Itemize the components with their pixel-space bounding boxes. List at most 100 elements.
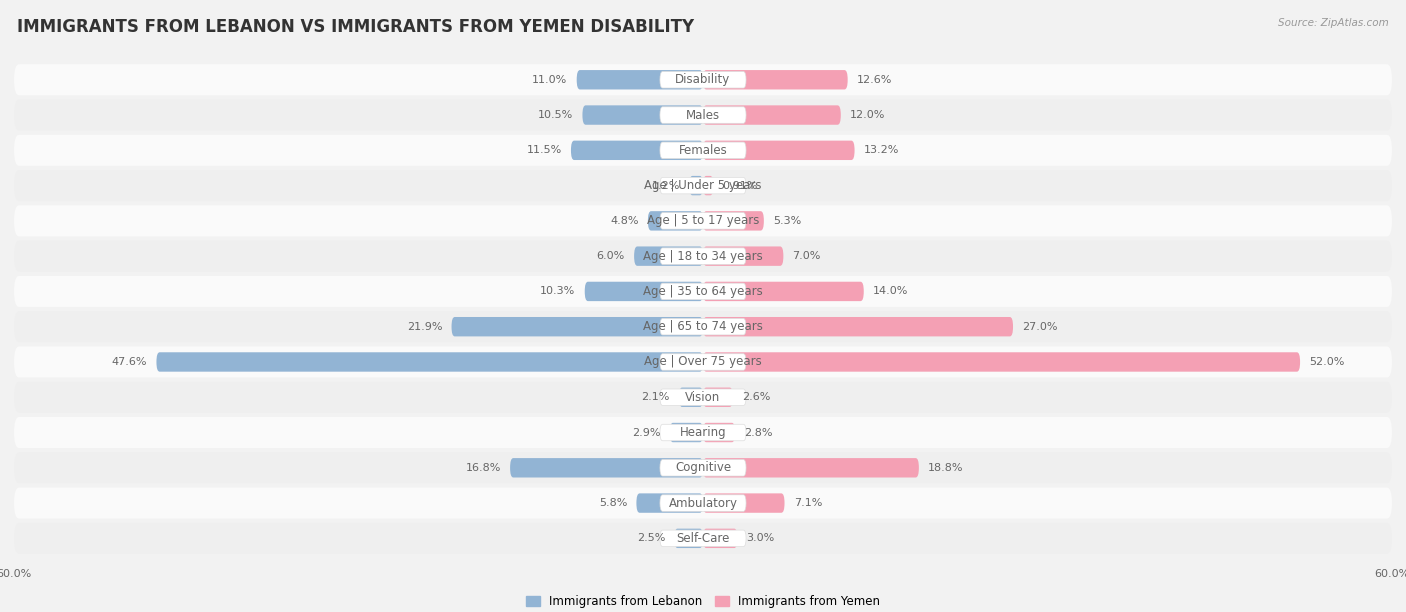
Text: 3.0%: 3.0% xyxy=(747,533,775,543)
FancyBboxPatch shape xyxy=(14,100,1392,130)
FancyBboxPatch shape xyxy=(582,105,703,125)
FancyBboxPatch shape xyxy=(14,382,1392,412)
FancyBboxPatch shape xyxy=(156,353,703,371)
Text: 2.6%: 2.6% xyxy=(742,392,770,402)
FancyBboxPatch shape xyxy=(14,276,1392,307)
FancyBboxPatch shape xyxy=(703,105,841,125)
FancyBboxPatch shape xyxy=(703,353,1301,371)
FancyBboxPatch shape xyxy=(659,107,747,123)
Text: 10.5%: 10.5% xyxy=(538,110,574,120)
FancyBboxPatch shape xyxy=(703,493,785,513)
FancyBboxPatch shape xyxy=(689,176,703,195)
Text: Males: Males xyxy=(686,108,720,122)
FancyBboxPatch shape xyxy=(703,317,1012,337)
Text: Disability: Disability xyxy=(675,73,731,86)
Text: 7.1%: 7.1% xyxy=(794,498,823,508)
FancyBboxPatch shape xyxy=(510,458,703,477)
FancyBboxPatch shape xyxy=(14,135,1392,166)
FancyBboxPatch shape xyxy=(675,529,703,548)
Text: 2.1%: 2.1% xyxy=(641,392,669,402)
FancyBboxPatch shape xyxy=(14,64,1392,95)
Text: Females: Females xyxy=(679,144,727,157)
FancyBboxPatch shape xyxy=(14,241,1392,272)
Text: 12.0%: 12.0% xyxy=(851,110,886,120)
FancyBboxPatch shape xyxy=(14,170,1392,201)
Text: 14.0%: 14.0% xyxy=(873,286,908,296)
Text: Age | Over 75 years: Age | Over 75 years xyxy=(644,356,762,368)
Text: 27.0%: 27.0% xyxy=(1022,322,1057,332)
FancyBboxPatch shape xyxy=(14,417,1392,448)
FancyBboxPatch shape xyxy=(659,318,747,335)
FancyBboxPatch shape xyxy=(659,248,747,264)
FancyBboxPatch shape xyxy=(571,141,703,160)
FancyBboxPatch shape xyxy=(648,211,703,231)
Text: 4.8%: 4.8% xyxy=(610,216,638,226)
FancyBboxPatch shape xyxy=(703,282,863,301)
FancyBboxPatch shape xyxy=(14,346,1392,378)
FancyBboxPatch shape xyxy=(659,142,747,159)
FancyBboxPatch shape xyxy=(14,311,1392,342)
Text: 2.8%: 2.8% xyxy=(744,428,773,438)
Text: Cognitive: Cognitive xyxy=(675,461,731,474)
Text: 11.5%: 11.5% xyxy=(526,145,562,155)
Text: 52.0%: 52.0% xyxy=(1309,357,1344,367)
Text: Source: ZipAtlas.com: Source: ZipAtlas.com xyxy=(1278,18,1389,28)
Text: Vision: Vision xyxy=(685,390,721,404)
FancyBboxPatch shape xyxy=(576,70,703,89)
Text: 47.6%: 47.6% xyxy=(111,357,148,367)
Text: IMMIGRANTS FROM LEBANON VS IMMIGRANTS FROM YEMEN DISABILITY: IMMIGRANTS FROM LEBANON VS IMMIGRANTS FR… xyxy=(17,18,695,36)
FancyBboxPatch shape xyxy=(634,247,703,266)
Text: 6.0%: 6.0% xyxy=(596,251,624,261)
FancyBboxPatch shape xyxy=(14,488,1392,518)
Text: 7.0%: 7.0% xyxy=(793,251,821,261)
Text: Age | Under 5 years: Age | Under 5 years xyxy=(644,179,762,192)
Text: Age | 35 to 64 years: Age | 35 to 64 years xyxy=(643,285,763,298)
FancyBboxPatch shape xyxy=(659,424,747,441)
Text: 21.9%: 21.9% xyxy=(406,322,443,332)
FancyBboxPatch shape xyxy=(659,177,747,194)
FancyBboxPatch shape xyxy=(637,493,703,513)
Text: 5.3%: 5.3% xyxy=(773,216,801,226)
Text: 10.3%: 10.3% xyxy=(540,286,575,296)
FancyBboxPatch shape xyxy=(703,176,713,195)
FancyBboxPatch shape xyxy=(659,495,747,511)
Text: 5.8%: 5.8% xyxy=(599,498,627,508)
Text: Age | 65 to 74 years: Age | 65 to 74 years xyxy=(643,320,763,333)
Text: 2.5%: 2.5% xyxy=(637,533,665,543)
FancyBboxPatch shape xyxy=(14,206,1392,236)
FancyBboxPatch shape xyxy=(703,387,733,407)
Text: Hearing: Hearing xyxy=(679,426,727,439)
FancyBboxPatch shape xyxy=(659,460,747,476)
Text: Age | 18 to 34 years: Age | 18 to 34 years xyxy=(643,250,763,263)
FancyBboxPatch shape xyxy=(703,458,920,477)
FancyBboxPatch shape xyxy=(659,389,747,406)
FancyBboxPatch shape xyxy=(703,423,735,442)
Text: 2.9%: 2.9% xyxy=(633,428,661,438)
FancyBboxPatch shape xyxy=(451,317,703,337)
FancyBboxPatch shape xyxy=(703,70,848,89)
Text: 12.6%: 12.6% xyxy=(856,75,893,85)
FancyBboxPatch shape xyxy=(703,211,763,231)
Text: 0.91%: 0.91% xyxy=(723,181,758,190)
Text: 1.2%: 1.2% xyxy=(651,181,681,190)
FancyBboxPatch shape xyxy=(703,247,783,266)
Text: 11.0%: 11.0% xyxy=(533,75,568,85)
FancyBboxPatch shape xyxy=(659,72,747,88)
FancyBboxPatch shape xyxy=(659,530,747,547)
FancyBboxPatch shape xyxy=(659,283,747,300)
FancyBboxPatch shape xyxy=(14,523,1392,554)
Legend: Immigrants from Lebanon, Immigrants from Yemen: Immigrants from Lebanon, Immigrants from… xyxy=(522,591,884,612)
FancyBboxPatch shape xyxy=(659,354,747,370)
FancyBboxPatch shape xyxy=(703,141,855,160)
Text: Self-Care: Self-Care xyxy=(676,532,730,545)
Text: 16.8%: 16.8% xyxy=(465,463,501,473)
FancyBboxPatch shape xyxy=(14,452,1392,483)
Text: Ambulatory: Ambulatory xyxy=(668,496,738,510)
FancyBboxPatch shape xyxy=(703,529,738,548)
Text: Age | 5 to 17 years: Age | 5 to 17 years xyxy=(647,214,759,228)
Text: 13.2%: 13.2% xyxy=(863,145,898,155)
FancyBboxPatch shape xyxy=(659,212,747,229)
FancyBboxPatch shape xyxy=(585,282,703,301)
FancyBboxPatch shape xyxy=(669,423,703,442)
Text: 18.8%: 18.8% xyxy=(928,463,963,473)
